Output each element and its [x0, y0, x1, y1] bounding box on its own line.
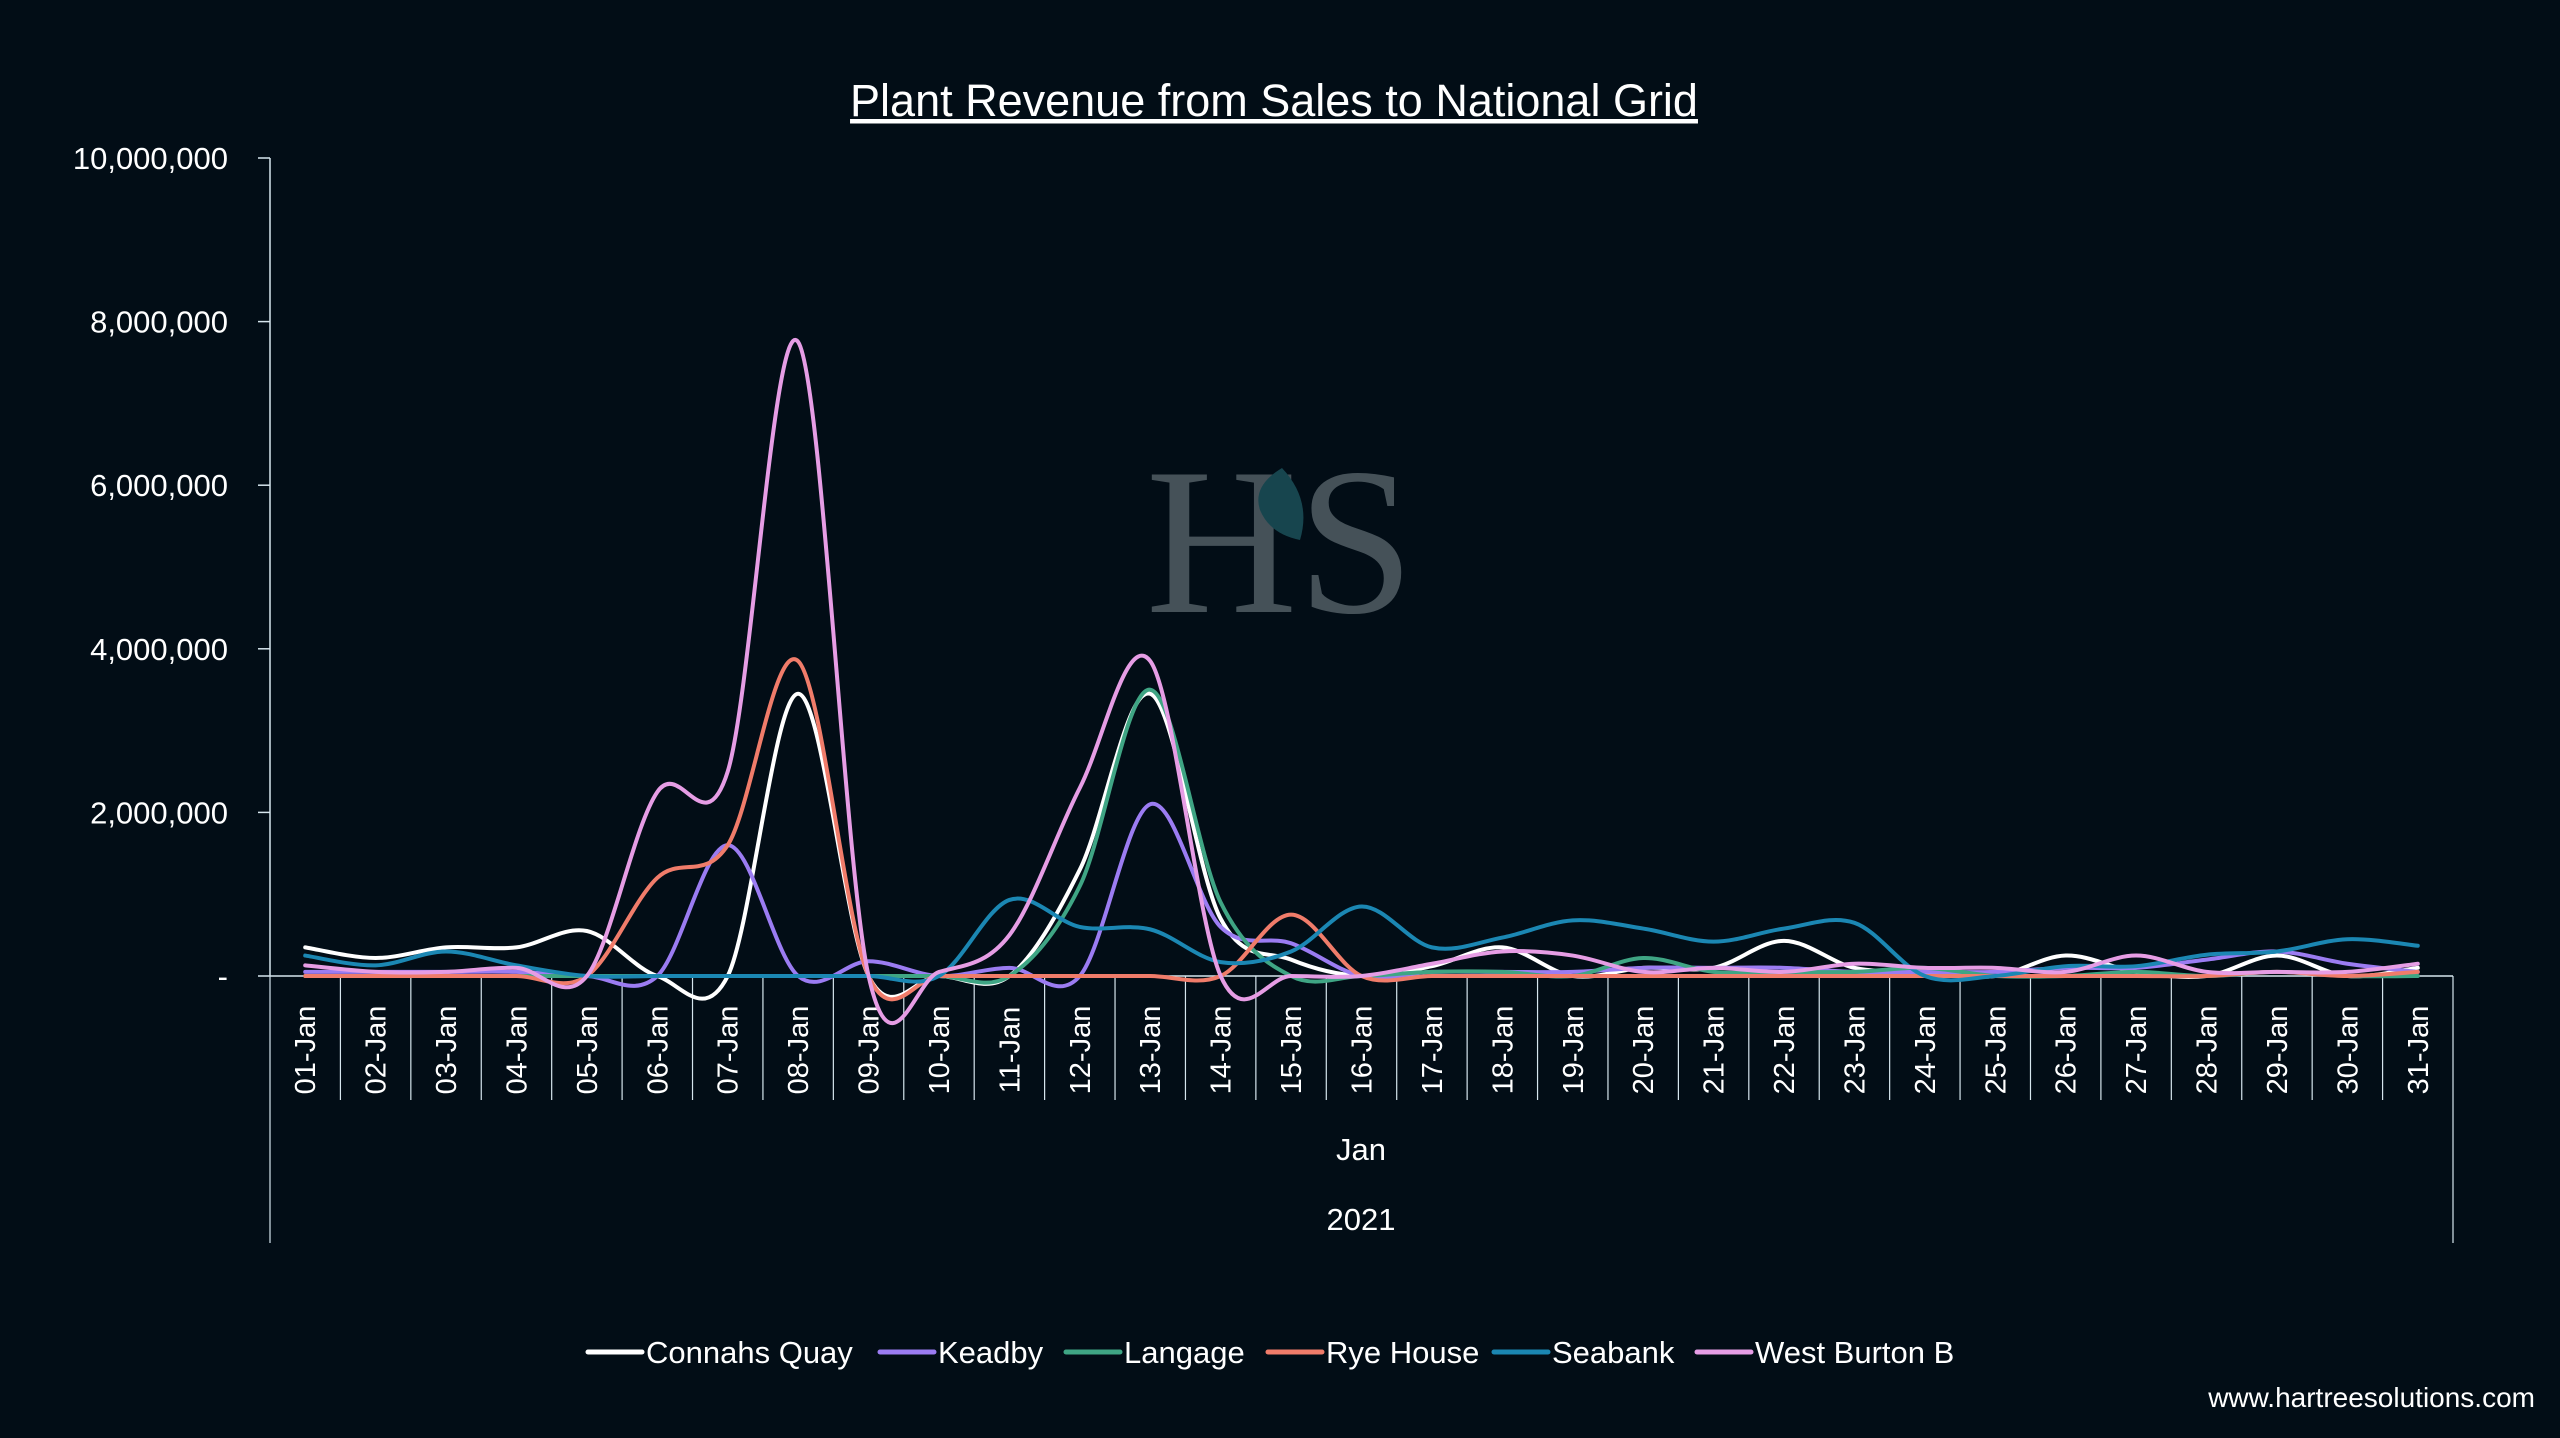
x-axis-tick-labels: 01-Jan 02-Jan 03-Jan 04-Jan 05-Jan 06-Jan 07-J…: [290, 1006, 2435, 1095]
x-axis-label-month: Jan: [1336, 1132, 1386, 1167]
series-line-keadby: [303, 802, 2420, 989]
x-tick-label: 22-Jan: [1769, 1006, 1801, 1095]
legend-label-seabank: Seabank: [1552, 1335, 1675, 1370]
x-tick-label: 24-Jan: [1910, 1006, 1942, 1095]
x-tick-label: 06-Jan: [642, 1006, 674, 1095]
x-tick-label: 04-Jan: [501, 1006, 533, 1095]
x-tick-label: 07-Jan: [713, 1006, 745, 1095]
x-tick-label: 08-Jan: [783, 1006, 815, 1095]
y-axis-tick-labels: - 2,000,000 4,000,000 6,000,000 8,000,000 10,…: [73, 141, 228, 994]
legend: Connahs Quay Keadby Langage Rye House Seaban…: [585, 1335, 1954, 1370]
legend-label-rye-house: Rye House: [1326, 1335, 1479, 1370]
x-tick-label: 18-Jan: [1487, 1006, 1519, 1095]
x-tick-label: 28-Jan: [2192, 1006, 2224, 1095]
chart-title: Plant Revenue from Sales to National Gri…: [850, 75, 1698, 126]
x-tick-label: 01-Jan: [290, 1006, 322, 1095]
x-tick-label: 19-Jan: [1558, 1006, 1590, 1095]
x-tick-label: 30-Jan: [2332, 1006, 2364, 1095]
series-line-seabank: [303, 896, 2420, 984]
x-axis-label-year: 2021: [1327, 1202, 1396, 1237]
series-line-west-burton-b: [303, 337, 2420, 1025]
y-tick-label: -: [218, 959, 228, 994]
website-url: www.hartreesolutions.com: [2208, 1382, 2535, 1413]
x-tick-label: 05-Jan: [572, 1006, 604, 1095]
x-tick-label: 16-Jan: [1347, 1006, 1379, 1095]
x-tick-label: 25-Jan: [1980, 1006, 2012, 1095]
y-tick-label: 6,000,000: [90, 468, 228, 503]
legend-label-langage: Langage: [1124, 1335, 1245, 1370]
leaf-icon: [1258, 468, 1304, 540]
legend-label-keadby: Keadby: [938, 1335, 1044, 1370]
x-tick-label: 26-Jan: [2051, 1006, 2083, 1095]
x-tick-label: 13-Jan: [1135, 1006, 1167, 1095]
y-tick-label: 4,000,000: [90, 632, 228, 667]
x-tick-label: 23-Jan: [1839, 1006, 1871, 1095]
series-line-connahs-quay: [303, 691, 2420, 1001]
x-tick-label: 31-Jan: [2403, 1006, 2435, 1095]
x-tick-label: 14-Jan: [1206, 1006, 1238, 1095]
y-tick-label: 2,000,000: [90, 795, 228, 830]
x-tick-label: 02-Jan: [361, 1006, 393, 1095]
legend-label-west-burton-b: West Burton B: [1755, 1335, 1954, 1370]
x-tick-label: 03-Jan: [431, 1006, 463, 1095]
x-tick-label: 12-Jan: [1065, 1006, 1097, 1095]
series-line-langage: [303, 687, 2420, 985]
x-tick-label: 17-Jan: [1417, 1006, 1449, 1095]
x-tick-label: 11-Jan: [994, 1007, 1026, 1094]
x-tick-label: 09-Jan: [854, 1006, 886, 1095]
logo-letter-h: HS: [1146, 426, 1414, 658]
legend-label-connahs-quay: Connahs Quay: [646, 1335, 853, 1370]
x-tick-label: 15-Jan: [1276, 1006, 1308, 1095]
x-tick-label: 21-Jan: [1699, 1006, 1731, 1095]
x-tick-label: 29-Jan: [2262, 1006, 2294, 1095]
series-line-rye-house: [303, 657, 2420, 1002]
y-tick-label: 10,000,000: [73, 141, 228, 176]
x-tick-label: 10-Jan: [924, 1006, 956, 1095]
y-tick-label: 8,000,000: [90, 305, 228, 340]
x-tick-label: 20-Jan: [1628, 1006, 1660, 1095]
hartree-logo: HS: [1146, 426, 1414, 658]
series-lines: [303, 337, 2420, 1025]
x-tick-label: 27-Jan: [2121, 1006, 2153, 1095]
